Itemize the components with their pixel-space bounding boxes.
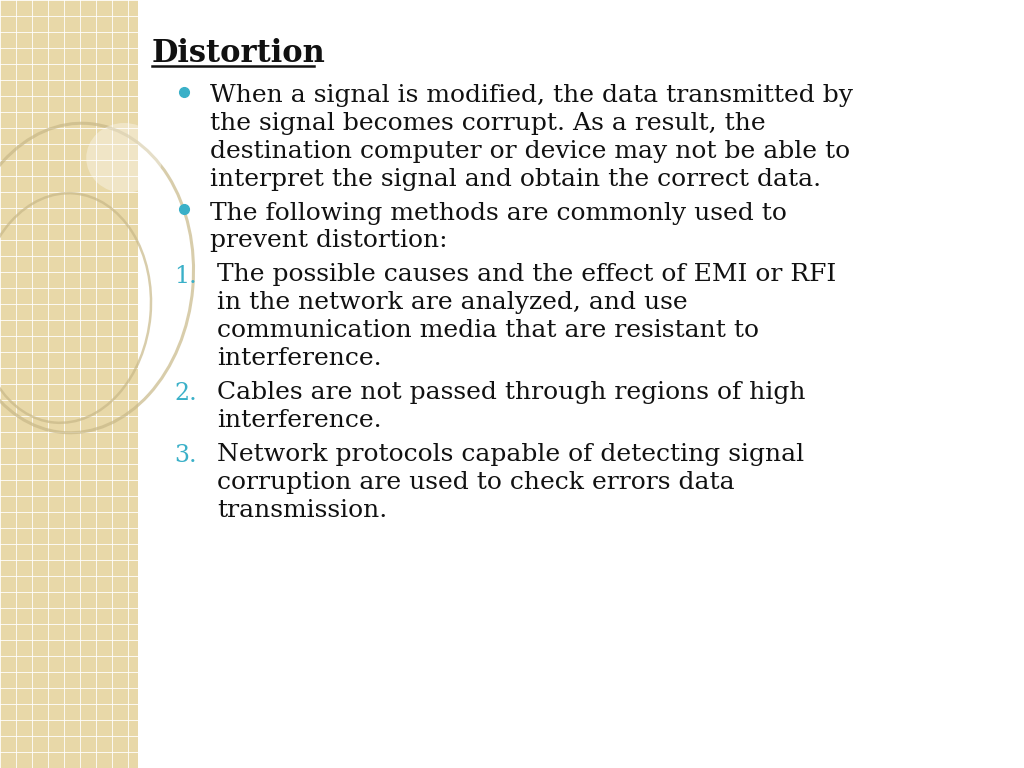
Text: The possible causes and the effect of EMI or RFI: The possible causes and the effect of EM… <box>217 263 837 286</box>
Text: interference.: interference. <box>217 347 382 370</box>
Text: Cables are not passed through regions of high: Cables are not passed through regions of… <box>217 381 806 404</box>
Text: Distortion: Distortion <box>152 38 326 69</box>
Text: 1.: 1. <box>174 265 197 288</box>
Text: destination computer or device may not be able to: destination computer or device may not b… <box>210 140 850 163</box>
Text: 2.: 2. <box>174 382 197 406</box>
Text: 3.: 3. <box>174 444 197 467</box>
Text: in the network are analyzed, and use: in the network are analyzed, and use <box>217 291 688 314</box>
Bar <box>0 0 138 768</box>
Text: transmission.: transmission. <box>217 498 387 521</box>
Text: When a signal is modified, the data transmitted by: When a signal is modified, the data tran… <box>210 84 853 107</box>
Text: Network protocols capable of detecting signal: Network protocols capable of detecting s… <box>217 443 804 466</box>
Text: communication media that are resistant to: communication media that are resistant t… <box>217 319 759 343</box>
Text: corruption are used to check errors data: corruption are used to check errors data <box>217 471 734 494</box>
Text: interference.: interference. <box>217 409 382 432</box>
Text: The following methods are commonly used to: The following methods are commonly used … <box>210 202 786 224</box>
Text: interpret the signal and obtain the correct data.: interpret the signal and obtain the corr… <box>210 167 821 190</box>
Ellipse shape <box>86 123 162 193</box>
Text: the signal becomes corrupt. As a result, the: the signal becomes corrupt. As a result,… <box>210 112 766 135</box>
Text: prevent distortion:: prevent distortion: <box>210 230 447 253</box>
